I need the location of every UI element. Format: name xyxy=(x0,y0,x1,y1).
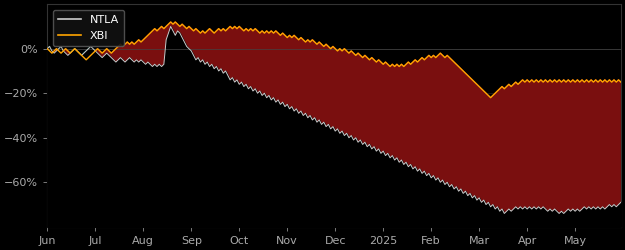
Legend: NTLA, XBI: NTLA, XBI xyxy=(53,10,124,46)
